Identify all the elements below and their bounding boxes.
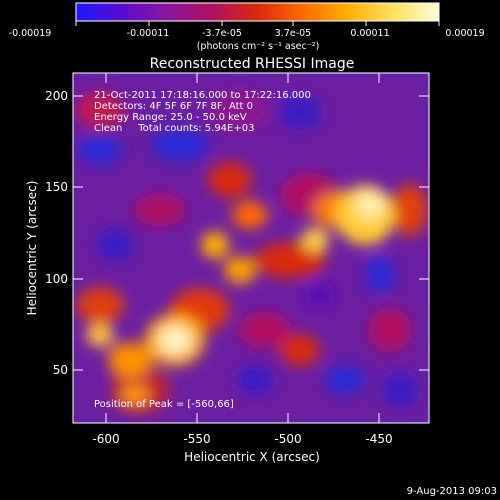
colorbar-unit-label: (photons cm⁻² s⁻¹ asec⁻²)	[197, 41, 320, 52]
info-line: Clean Total counts: 5.94E+03	[94, 123, 254, 134]
info-line: 21-Oct-2011 17:18:16.000 to 17:22:16.000	[94, 90, 311, 101]
y-tick-label: 100	[45, 272, 68, 286]
info-block: 21-Oct-2011 17:18:16.000 to 17:22:16.000…	[94, 90, 311, 134]
axis-ticks	[73, 73, 429, 423]
colorbar	[75, 2, 440, 22]
x-tick-labels: -600 -550 -500 -450	[92, 432, 392, 446]
y-tick-label: 150	[45, 180, 68, 194]
colorbar-tick-label: 3.7e-05	[275, 28, 311, 39]
x-tick-label: -550	[183, 432, 210, 446]
colorbar-tick-label: 0.00019	[445, 28, 484, 39]
emission-map	[76, 90, 428, 414]
colorbar-tick-label: -0.00019	[9, 28, 52, 39]
y-tick-label: 200	[45, 89, 68, 103]
colorbar-tick-labels: -0.00019 -0.00011 -3.7e-05 3.7e-05 0.000…	[9, 28, 485, 39]
y-tick-label: 50	[53, 363, 68, 377]
info-line: Energy Range: 25.0 - 50.0 keV	[94, 112, 247, 123]
x-tick-label: -450	[365, 432, 392, 446]
y-axis-label: Heliocentric Y (arcsec)	[25, 181, 39, 316]
x-axis-label: Heliocentric X (arcsec)	[184, 450, 320, 464]
x-tick-label: -600	[92, 432, 119, 446]
peak-position-label: Position of Peak = [-560,66]	[94, 399, 234, 410]
colorbar-tick-label: 0.00011	[350, 28, 389, 39]
plot-title: Reconstructed RHESSI Image	[150, 56, 355, 72]
timestamp: 9-Aug-2013 09:03	[407, 486, 497, 497]
colorbar-tick-label: -3.7e-05	[202, 28, 242, 39]
colorbar-ticks	[75, 21, 440, 26]
info-line: Detectors: 4F 5F 6F 7F 8F, Att 0	[94, 101, 253, 112]
image-area	[73, 73, 429, 423]
plot-frame	[72, 72, 430, 424]
y-tick-labels: 50 100 150 200	[45, 89, 68, 377]
x-tick-label: -500	[274, 432, 301, 446]
colorbar-tick-label: -0.00011	[127, 28, 170, 39]
